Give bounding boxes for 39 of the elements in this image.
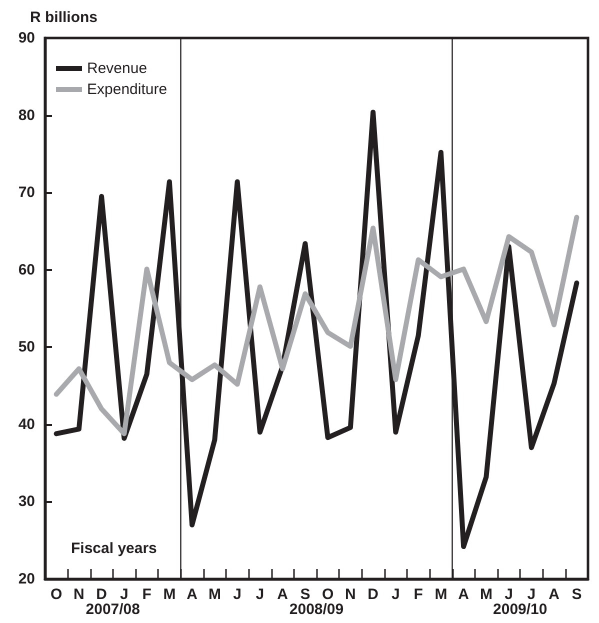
x-tick-label: M (163, 586, 176, 603)
x-tick-label: M (434, 586, 448, 603)
x-tick-label: J (504, 586, 513, 603)
x-tick-label: O (50, 586, 62, 603)
x-tick-label: F (414, 586, 423, 603)
y-tick-label: 90 (18, 30, 35, 46)
x-tick-label: D (96, 586, 108, 603)
legend-label: Expenditure (87, 81, 168, 98)
y-tick-label: 80 (18, 106, 35, 124)
text: 2009/10 (493, 601, 548, 618)
x-tick-label: S (300, 586, 310, 603)
x-tick-label: A (548, 586, 560, 603)
annotation: Fiscal years (71, 540, 157, 557)
x-tick-label: J (233, 586, 242, 603)
x-tick-label: J (120, 586, 128, 603)
y-tick-label: 40 (18, 416, 35, 433)
text: 2007/08 (86, 601, 140, 618)
x-tick-label: M (208, 586, 221, 603)
y-tick-label: 20 (18, 570, 35, 588)
y-tick-label: 50 (18, 338, 35, 356)
y-axis-title: R billions (30, 9, 98, 26)
x-tick-label: F (142, 586, 152, 603)
y-tick-label: 70 (18, 184, 35, 202)
y-tick-label: 60 (18, 261, 35, 278)
x-tick-label: J (392, 586, 400, 603)
x-tick-label: J (256, 586, 264, 603)
x-tick-label: A (458, 586, 470, 603)
y-tick-label: 30 (18, 493, 35, 510)
x-tick-label: N (345, 586, 356, 603)
x-tick-label: M (480, 586, 492, 603)
x-tick-label: O (322, 586, 334, 603)
x-tick-label: D (368, 586, 379, 603)
x-tick-label: A (186, 586, 198, 603)
x-tick-label: S (572, 586, 582, 603)
x-tick-label: N (74, 586, 84, 603)
text: 2008/09 (289, 601, 344, 618)
x-tick-label: A (277, 586, 288, 603)
legend-label: Revenue (87, 60, 148, 77)
x-tick-label: J (527, 586, 536, 603)
